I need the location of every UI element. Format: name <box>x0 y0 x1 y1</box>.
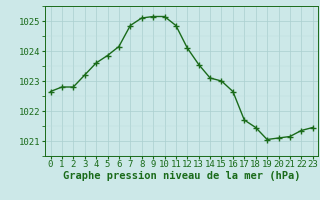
X-axis label: Graphe pression niveau de la mer (hPa): Graphe pression niveau de la mer (hPa) <box>63 171 300 181</box>
